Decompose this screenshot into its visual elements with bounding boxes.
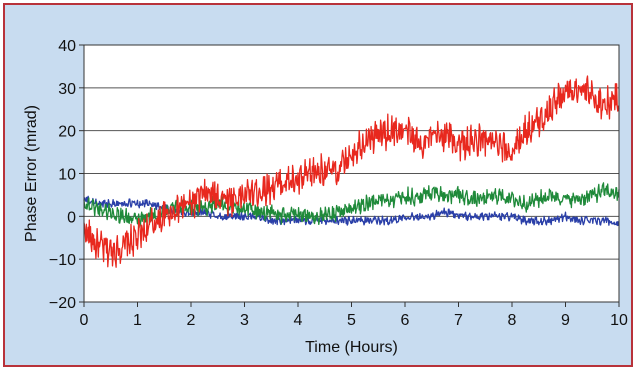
- y-tick-label: 30: [58, 81, 76, 98]
- y-tick-label: −20: [49, 295, 76, 312]
- y-tick-label: 10: [58, 167, 76, 184]
- y-tick-label: −10: [49, 252, 76, 269]
- y-tick-label: 20: [58, 124, 76, 141]
- x-tick-label: 3: [240, 312, 249, 329]
- series-line-0: [83, 75, 620, 268]
- y-tick-label: 0: [67, 209, 76, 226]
- series-layer: [83, 75, 620, 268]
- chart-frame: 0 1 2 3 4 5 6 7 8 9 10 −20 −10 0 10 20 30 40 Time (Hours…: [3, 3, 633, 367]
- chart-svg: 0 1 2 3 4 5 6 7 8 9 10 −20 −10 0 10 20 30 40 Time (Hours…: [23, 38, 628, 356]
- y-tick-label: 40: [58, 38, 76, 55]
- x-tick-label: 5: [347, 312, 356, 329]
- x-tick-label: 0: [80, 312, 89, 329]
- x-tick-label: 1: [133, 312, 142, 329]
- x-tick-label: 4: [294, 312, 303, 329]
- y-axis-label: Phase Error (mrad): [23, 105, 40, 242]
- x-tick-label: 9: [561, 312, 570, 329]
- x-axis-label: Time (Hours): [305, 339, 398, 356]
- x-tick-label: 6: [401, 312, 410, 329]
- x-tick-label: 2: [187, 312, 196, 329]
- x-tick-label: 7: [454, 312, 463, 329]
- x-tick-labels: 0 1 2 3 4 5 6 7 8 9 10: [80, 302, 628, 329]
- x-tick-label: 10: [610, 312, 628, 329]
- y-tick-labels: −20 −10 0 10 20 30 40: [49, 38, 84, 312]
- x-tick-label: 8: [508, 312, 517, 329]
